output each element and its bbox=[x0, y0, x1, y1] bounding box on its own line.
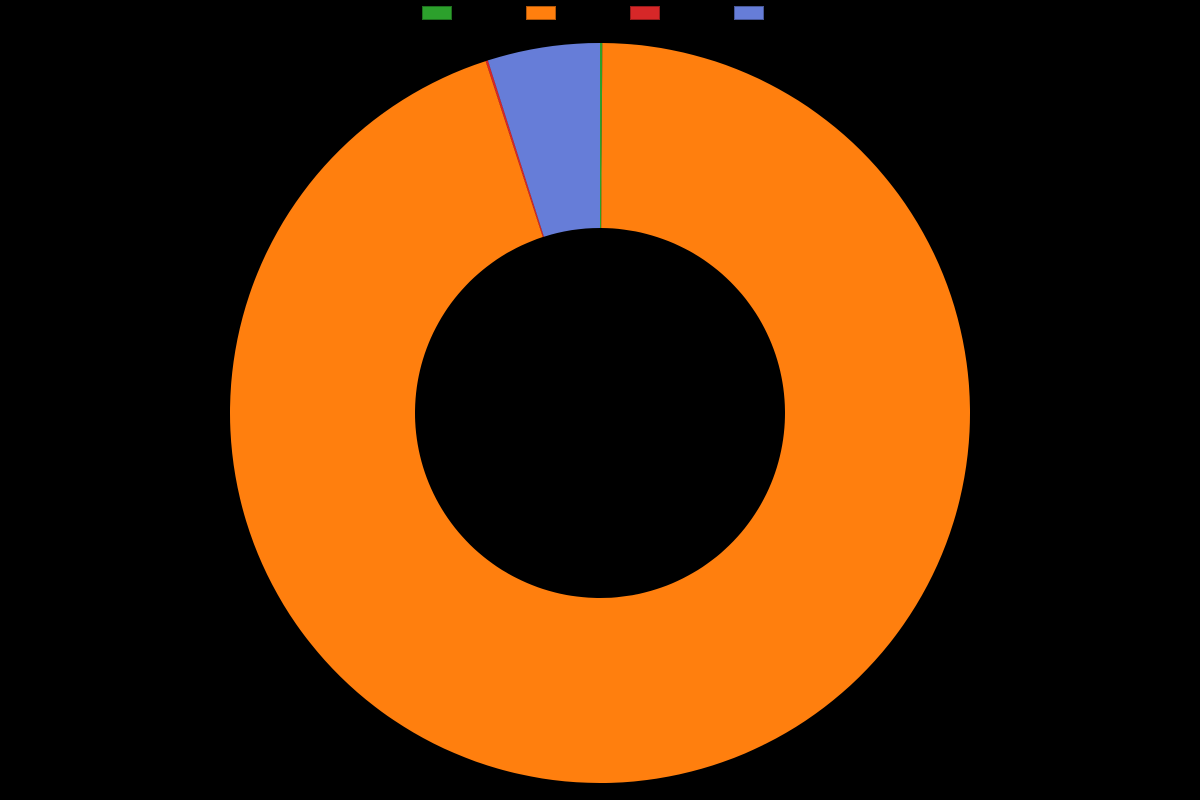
donut-chart bbox=[0, 26, 1200, 800]
donut-svg bbox=[226, 39, 974, 787]
legend-swatch-green bbox=[422, 6, 452, 20]
legend-item bbox=[734, 6, 778, 20]
legend-item bbox=[422, 6, 466, 20]
legend-item bbox=[630, 6, 674, 20]
legend bbox=[0, 6, 1200, 20]
legend-swatch-blue bbox=[734, 6, 764, 20]
legend-swatch-orange bbox=[526, 6, 556, 20]
chart-stage bbox=[0, 0, 1200, 800]
legend-swatch-red bbox=[630, 6, 660, 20]
legend-item bbox=[526, 6, 570, 20]
